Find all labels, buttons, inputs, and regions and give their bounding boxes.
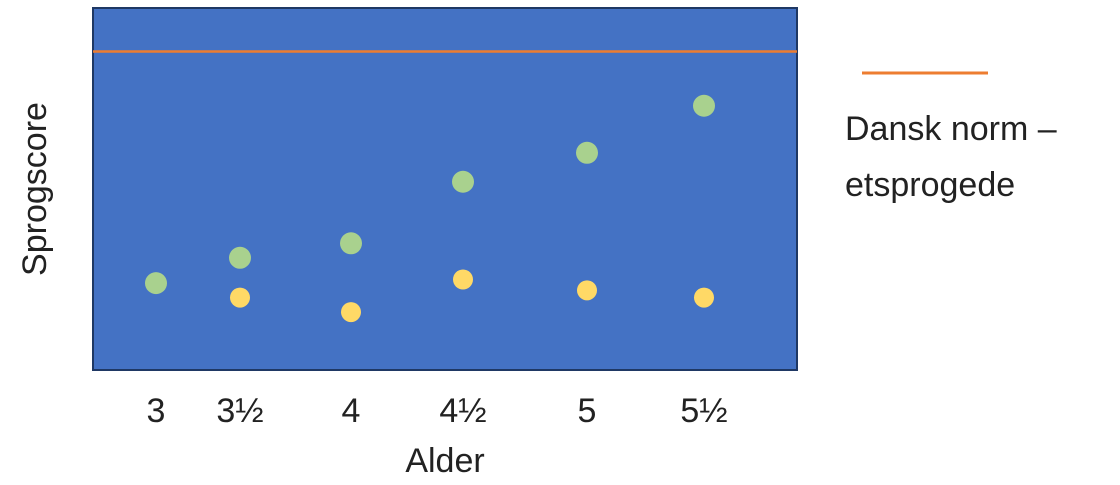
green-point-4½ [452,170,474,193]
green-point-3½ [229,246,251,269]
yellow-point-4 [341,302,361,323]
x-tick-label: 5 [578,392,597,430]
legend-label-line1: Dansk norm – [845,110,1057,148]
x-tick-label: 4 [342,392,361,430]
x-tick-labels: 3 3½ 4 4½ 5 5½ [147,392,728,430]
green-point-3 [145,272,167,295]
y-axis-label: Sprogscore [16,102,54,276]
yellow-point-3½ [230,287,250,308]
yellow-point-4½ [453,269,473,290]
x-tick-label: 5½ [680,392,727,430]
plot-area [92,7,798,371]
green-point-4 [340,232,362,255]
legend-label-line2: etsprogede [845,166,1015,204]
data-points [145,94,715,323]
yellow-point-5 [577,280,597,301]
yellow-point-5½ [694,287,714,308]
x-axis-label: Alder [405,442,484,480]
x-tick-label: 3 [147,392,166,430]
green-point-5½ [693,94,715,117]
green-point-5 [576,141,598,164]
x-tick-label: 4½ [439,392,486,430]
legend: Dansk norm – etsprogede [845,71,1057,204]
x-tick-label: 3½ [216,392,263,430]
